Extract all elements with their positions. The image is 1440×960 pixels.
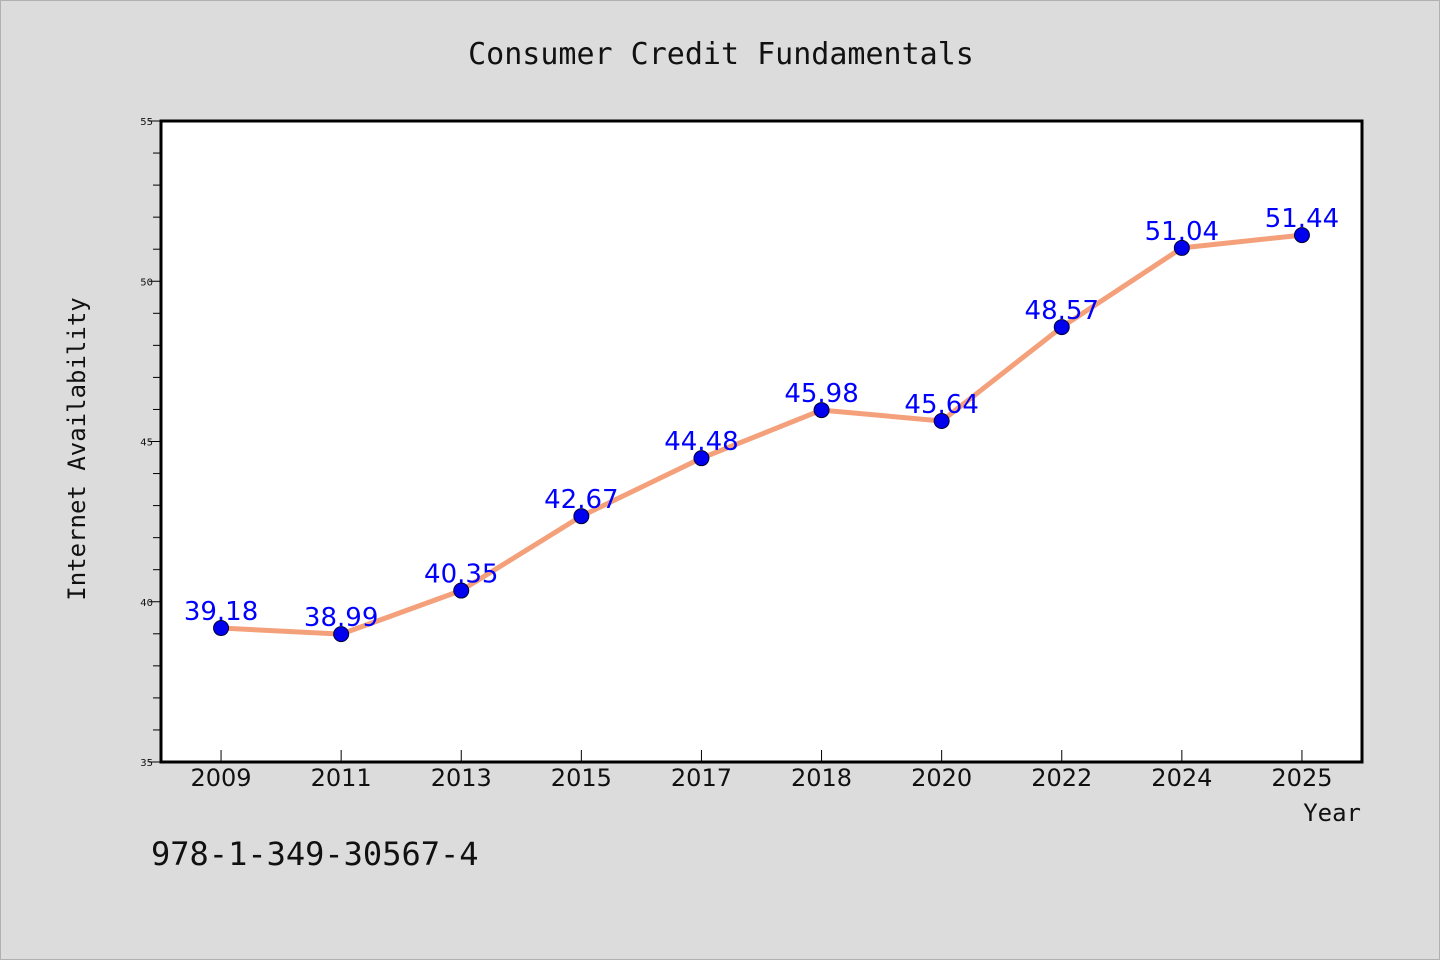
- data-point: [1053, 319, 1070, 336]
- isbn-annotation: 978-1-349-30567-4: [151, 835, 479, 873]
- y-axis: 35 40 45 50 55: [140, 117, 161, 769]
- data-label: 51.04: [1145, 217, 1219, 247]
- x-tick-label: 2011: [311, 764, 372, 792]
- data-label: 45.64: [904, 390, 978, 420]
- x-axis: 2009 2011 2013 2015 2017 2018 2020 2022 2024 2025: [191, 750, 1332, 792]
- data-point: [693, 450, 710, 467]
- y-tick-label: 45: [140, 438, 153, 449]
- data-point: [1293, 227, 1310, 244]
- x-tick-label: 2013: [431, 764, 492, 792]
- data-label: 39.18: [184, 597, 258, 627]
- y-tick-label: 50: [140, 277, 153, 288]
- series-line: [218, 232, 1305, 637]
- data-label: 48.57: [1025, 296, 1099, 326]
- data-label: 44.48: [664, 427, 738, 457]
- x-tick-label: 2018: [791, 764, 852, 792]
- y-tick-label: 40: [140, 598, 153, 609]
- data-label: 51.44: [1265, 204, 1339, 234]
- data-label: 40.35: [424, 560, 498, 590]
- x-axis-label: Year: [1303, 799, 1361, 827]
- data-point: [573, 508, 590, 525]
- data-label: 38.99: [304, 603, 378, 633]
- data-label: 45.98: [784, 379, 858, 409]
- data-point: [213, 620, 230, 637]
- data-labels-layer: 39.18 38.99 40.35 42.67 44.48 45.98 45.64 48.57…: [184, 204, 1339, 633]
- x-tick-label: 2015: [551, 764, 612, 792]
- data-point: [1173, 239, 1190, 256]
- data-point: [333, 626, 350, 643]
- x-tick-label: 2024: [1151, 764, 1212, 792]
- x-tick-label: 2017: [671, 764, 732, 792]
- y-tick-label: 35: [140, 758, 153, 769]
- data-point: [813, 402, 830, 419]
- series-layer: [213, 227, 1310, 643]
- x-tick-label: 2020: [911, 764, 972, 792]
- y-tick-label: 55: [140, 117, 153, 128]
- data-point: [933, 412, 950, 429]
- y-axis-label: Internet Availability: [63, 297, 91, 600]
- x-tick-label: 2022: [1031, 764, 1092, 792]
- data-point: [453, 582, 470, 599]
- x-tick-label: 2009: [191, 764, 252, 792]
- chart-title: Consumer Credit Fundamentals: [468, 37, 974, 72]
- data-label: 42.67: [544, 485, 618, 515]
- x-tick-label: 2025: [1271, 764, 1332, 792]
- plot-area: [159, 119, 1364, 764]
